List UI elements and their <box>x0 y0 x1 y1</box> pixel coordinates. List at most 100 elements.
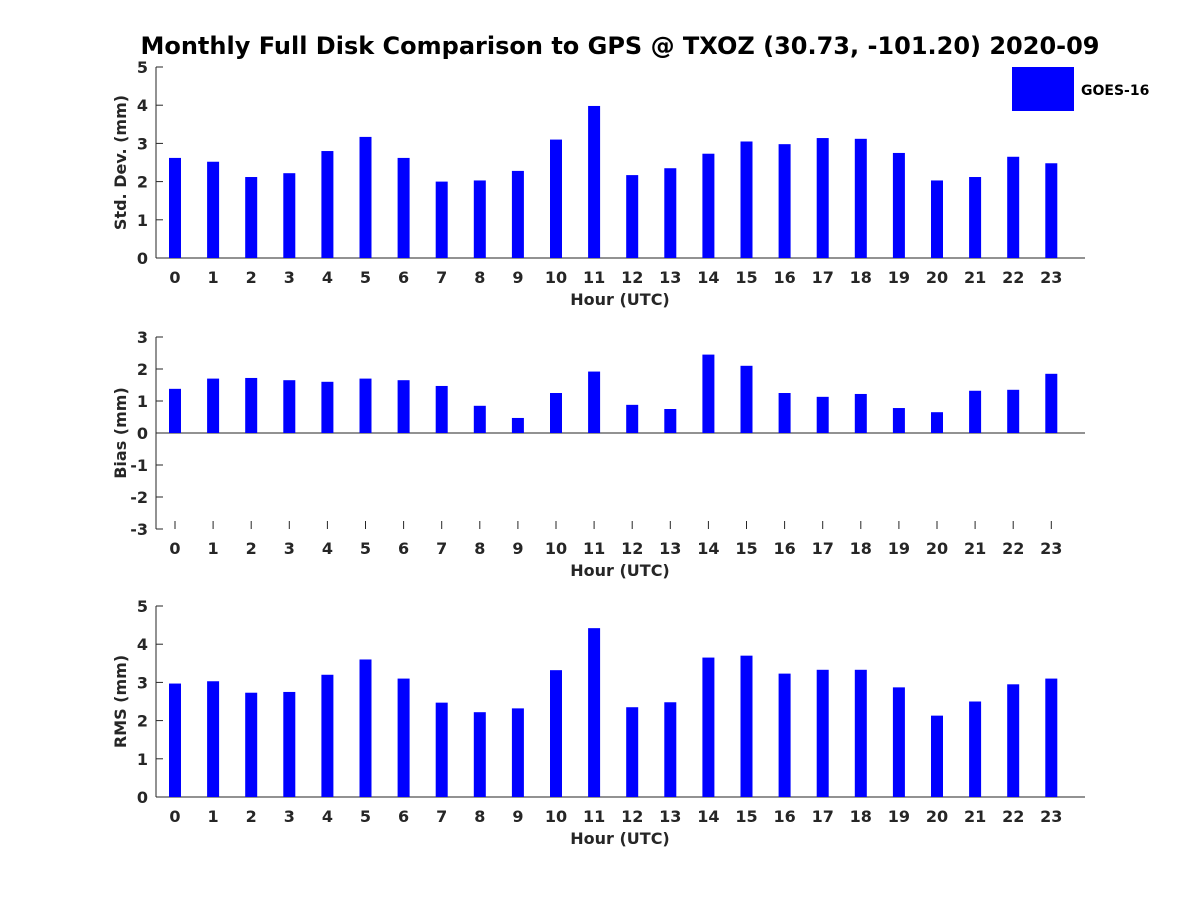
bar-rms-mm-hour-8 <box>473 712 486 797</box>
y-tick-label: 5 <box>137 597 148 616</box>
bar-std-dev-mm-hour-18 <box>854 138 867 258</box>
bar-std-dev-mm-hour-8 <box>473 180 486 258</box>
x-tick-label: 10 <box>545 539 567 558</box>
chart-title: Monthly Full Disk Comparison to GPS @ TX… <box>140 32 1099 60</box>
x-tick-label: 5 <box>360 539 371 558</box>
x-tick-label: 21 <box>964 539 986 558</box>
bar-rms-mm-hour-7 <box>435 702 448 797</box>
bar-bias-mm-hour-11 <box>588 371 601 433</box>
x-axis-label: Hour (UTC) <box>570 290 670 309</box>
y-tick-label: 4 <box>137 96 148 115</box>
x-tick-label: 15 <box>735 807 757 826</box>
y-tick-label: 1 <box>137 211 148 230</box>
y-tick-label: 1 <box>137 392 148 411</box>
bar-bias-mm-hour-10 <box>550 393 562 433</box>
x-tick-label: 6 <box>398 539 409 558</box>
bar-rms-mm-hour-4 <box>321 674 334 797</box>
x-tick-label: 5 <box>360 268 371 287</box>
x-tick-label: 22 <box>1002 539 1024 558</box>
bar-bias-mm-hour-17 <box>816 396 829 433</box>
x-tick-label: 12 <box>621 268 643 287</box>
x-tick-label: 16 <box>773 539 795 558</box>
bar-bias-mm-hour-14 <box>702 354 715 433</box>
y-axis-label: Std. Dev. (mm) <box>111 95 130 230</box>
bar-bias-mm-hour-16 <box>778 393 791 433</box>
x-tick-label: 0 <box>169 807 180 826</box>
x-tick-label: 8 <box>474 539 485 558</box>
y-tick-label: 3 <box>137 328 148 347</box>
x-tick-label: 4 <box>322 807 333 826</box>
x-axis-label: Hour (UTC) <box>570 561 670 580</box>
bar-rms-mm-hour-22 <box>1007 684 1020 797</box>
x-tick-label: 19 <box>888 807 910 826</box>
bar-std-dev-mm-hour-0 <box>169 157 181 258</box>
bar-std-dev-mm-hour-19 <box>892 152 905 258</box>
x-tick-label: 2 <box>246 807 257 826</box>
x-tick-label: 14 <box>697 268 719 287</box>
bar-std-dev-mm-hour-3 <box>283 173 296 258</box>
bar-bias-mm-hour-4 <box>321 381 334 433</box>
x-tick-label: 3 <box>284 807 295 826</box>
bar-std-dev-mm-hour-4 <box>321 151 334 258</box>
x-tick-label: 0 <box>169 268 180 287</box>
x-tick-label: 9 <box>512 807 523 826</box>
legend-label-goes-16: GOES-16 <box>1081 83 1149 99</box>
bar-std-dev-mm-hour-17 <box>816 138 829 258</box>
bar-std-dev-mm-hour-2 <box>245 177 258 258</box>
bar-rms-mm-hour-0 <box>169 683 181 797</box>
bar-rms-mm-hour-13 <box>664 702 677 797</box>
x-tick-label: 7 <box>436 539 447 558</box>
x-tick-label: 21 <box>964 268 986 287</box>
x-tick-label: 15 <box>735 268 757 287</box>
bar-rms-mm-hour-21 <box>969 701 982 797</box>
x-tick-label: 15 <box>735 539 757 558</box>
bar-rms-mm-hour-23 <box>1045 678 1058 797</box>
x-tick-label: 12 <box>621 539 643 558</box>
y-tick-label: 0 <box>137 249 148 268</box>
bar-bias-mm-hour-2 <box>245 377 258 433</box>
x-tick-label: 3 <box>284 268 295 287</box>
y-axis-label: Bias (mm) <box>111 387 130 479</box>
bar-std-dev-mm-hour-6 <box>397 157 410 258</box>
x-tick-label: 6 <box>398 807 409 826</box>
x-tick-label: 10 <box>545 807 567 826</box>
x-tick-label: 23 <box>1040 807 1062 826</box>
bar-std-dev-mm-hour-16 <box>778 144 791 258</box>
x-tick-label: 16 <box>773 268 795 287</box>
legend: GOES-16 <box>1012 67 1149 111</box>
bar-bias-mm-hour-7 <box>435 385 448 433</box>
x-tick-label: 16 <box>773 807 795 826</box>
bar-rms-mm-hour-14 <box>702 657 715 797</box>
x-tick-label: 11 <box>583 539 605 558</box>
bar-std-dev-mm-hour-11 <box>588 105 601 259</box>
bar-rms-mm-hour-15 <box>740 655 753 797</box>
bar-std-dev-mm-hour-13 <box>664 168 677 258</box>
x-tick-label: 14 <box>697 539 719 558</box>
bar-rms-mm-hour-3 <box>283 691 296 797</box>
y-tick-label: 0 <box>137 424 148 443</box>
bar-bias-mm-hour-0 <box>169 388 181 433</box>
bar-bias-mm-hour-15 <box>740 365 753 433</box>
bar-bias-mm-hour-3 <box>283 380 296 433</box>
x-tick-label: 19 <box>888 539 910 558</box>
bar-std-dev-mm-hour-23 <box>1045 163 1058 258</box>
bar-bias-mm-hour-12 <box>626 404 639 433</box>
bar-bias-mm-hour-20 <box>931 412 943 433</box>
x-tick-label: 11 <box>583 268 605 287</box>
x-tick-label: 12 <box>621 807 643 826</box>
x-tick-label: 11 <box>583 807 605 826</box>
x-tick-label: 19 <box>888 268 910 287</box>
x-tick-label: 1 <box>208 268 219 287</box>
x-tick-label: 1 <box>208 807 219 826</box>
bar-std-dev-mm-hour-1 <box>207 161 220 258</box>
bar-rms-mm-hour-17 <box>816 669 829 797</box>
bar-rms-mm-hour-10 <box>550 670 562 797</box>
y-tick-label: 4 <box>137 635 148 654</box>
bar-bias-mm-hour-22 <box>1007 389 1020 433</box>
y-tick-label: 3 <box>137 673 148 692</box>
bar-bias-mm-hour-21 <box>969 390 982 433</box>
